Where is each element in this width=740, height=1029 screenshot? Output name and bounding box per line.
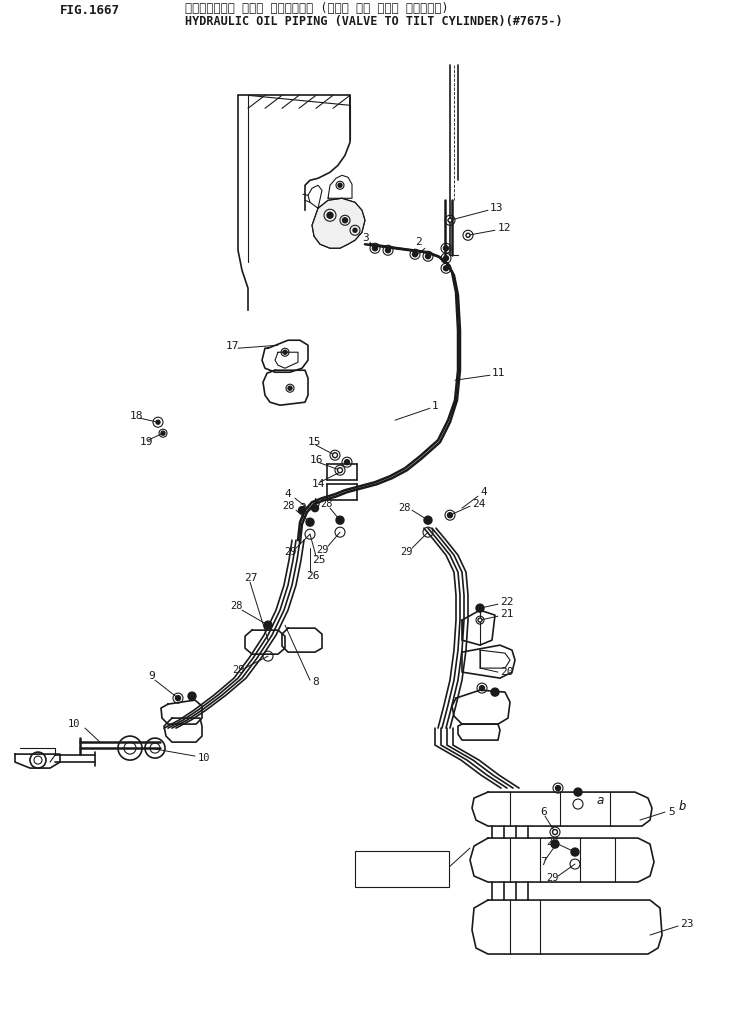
Text: 8: 8 [312, 677, 319, 687]
Text: 24: 24 [472, 499, 485, 509]
Text: 10: 10 [198, 753, 210, 764]
Circle shape [476, 604, 484, 612]
Text: 4: 4 [285, 489, 292, 499]
Circle shape [443, 256, 448, 260]
Text: 3: 3 [363, 234, 369, 243]
Circle shape [298, 506, 306, 513]
Text: 17: 17 [226, 342, 240, 351]
Text: 4: 4 [480, 487, 487, 497]
Text: HYDRAULIC OIL PIPING (VALVE TO TILT CYLINDER)(#7675-): HYDRAULIC OIL PIPING (VALVE TO TILT CYLI… [185, 14, 562, 28]
Circle shape [551, 840, 559, 848]
Circle shape [327, 212, 333, 218]
Text: 29: 29 [284, 547, 297, 557]
Circle shape [336, 517, 344, 524]
Text: 7: 7 [540, 857, 547, 867]
Circle shape [480, 685, 485, 690]
Text: 15: 15 [308, 437, 321, 448]
Text: 29: 29 [400, 547, 412, 557]
Text: 9: 9 [148, 671, 155, 681]
Text: 28: 28 [546, 837, 559, 847]
Circle shape [175, 696, 181, 701]
Text: b: b [312, 498, 320, 510]
Text: ハイト・ロック オイル パイピング・ (バルブ から チルト シリンダ・): ハイト・ロック オイル パイピング・ (バルブ から チルト シリンダ・) [185, 2, 448, 14]
Text: 1: 1 [432, 401, 439, 412]
Text: 26: 26 [306, 571, 320, 581]
Text: 13: 13 [490, 204, 503, 213]
FancyBboxPatch shape [355, 851, 449, 887]
Text: 23: 23 [680, 919, 693, 929]
Text: 28: 28 [230, 601, 243, 611]
Text: 29: 29 [316, 545, 329, 556]
Circle shape [337, 468, 343, 472]
Circle shape [448, 512, 452, 518]
Text: 29: 29 [232, 665, 244, 675]
Circle shape [188, 693, 196, 700]
Text: a: a [298, 500, 306, 512]
Text: 16: 16 [310, 455, 323, 465]
Text: 6: 6 [540, 807, 547, 817]
Circle shape [306, 519, 314, 526]
Text: 2: 2 [414, 238, 421, 247]
Circle shape [288, 386, 292, 390]
Text: 28: 28 [398, 503, 411, 513]
Circle shape [491, 688, 499, 696]
Text: 12: 12 [498, 223, 511, 234]
Text: b: b [679, 800, 686, 813]
Circle shape [556, 785, 560, 790]
Text: FIG.1667: FIG.1667 [60, 4, 120, 16]
Circle shape [443, 265, 448, 271]
Text: a: a [596, 793, 604, 807]
Circle shape [478, 618, 482, 623]
Circle shape [386, 248, 391, 253]
Circle shape [574, 788, 582, 796]
Circle shape [312, 504, 318, 511]
Text: 22: 22 [500, 597, 514, 607]
Circle shape [571, 848, 579, 856]
Circle shape [448, 218, 452, 222]
Circle shape [343, 218, 348, 222]
Circle shape [332, 453, 337, 458]
Text: 5: 5 [668, 807, 675, 817]
Circle shape [372, 246, 377, 251]
Circle shape [338, 183, 342, 187]
Text: 25: 25 [312, 556, 326, 565]
Polygon shape [312, 199, 365, 248]
Circle shape [424, 517, 432, 524]
Text: 28: 28 [282, 501, 295, 511]
Text: 20: 20 [500, 667, 514, 677]
Circle shape [466, 234, 470, 238]
Text: 第403図参照: 第403図参照 [381, 857, 423, 867]
Circle shape [425, 254, 431, 258]
Circle shape [264, 622, 272, 629]
Circle shape [412, 252, 417, 257]
Text: 10: 10 [68, 719, 80, 730]
Text: 21: 21 [500, 609, 514, 619]
Circle shape [156, 420, 160, 424]
Text: 29: 29 [546, 873, 559, 883]
Circle shape [353, 228, 357, 233]
Circle shape [443, 246, 448, 251]
Text: 28: 28 [320, 499, 332, 509]
Circle shape [345, 460, 349, 465]
Text: 19: 19 [140, 437, 153, 448]
Text: See Fig.403: See Fig.403 [370, 870, 434, 879]
Text: 14: 14 [312, 480, 326, 489]
Circle shape [553, 829, 557, 835]
Circle shape [283, 350, 287, 354]
Circle shape [161, 431, 165, 435]
Text: 18: 18 [130, 412, 144, 421]
Text: 11: 11 [492, 368, 505, 379]
Text: 27: 27 [244, 573, 258, 583]
